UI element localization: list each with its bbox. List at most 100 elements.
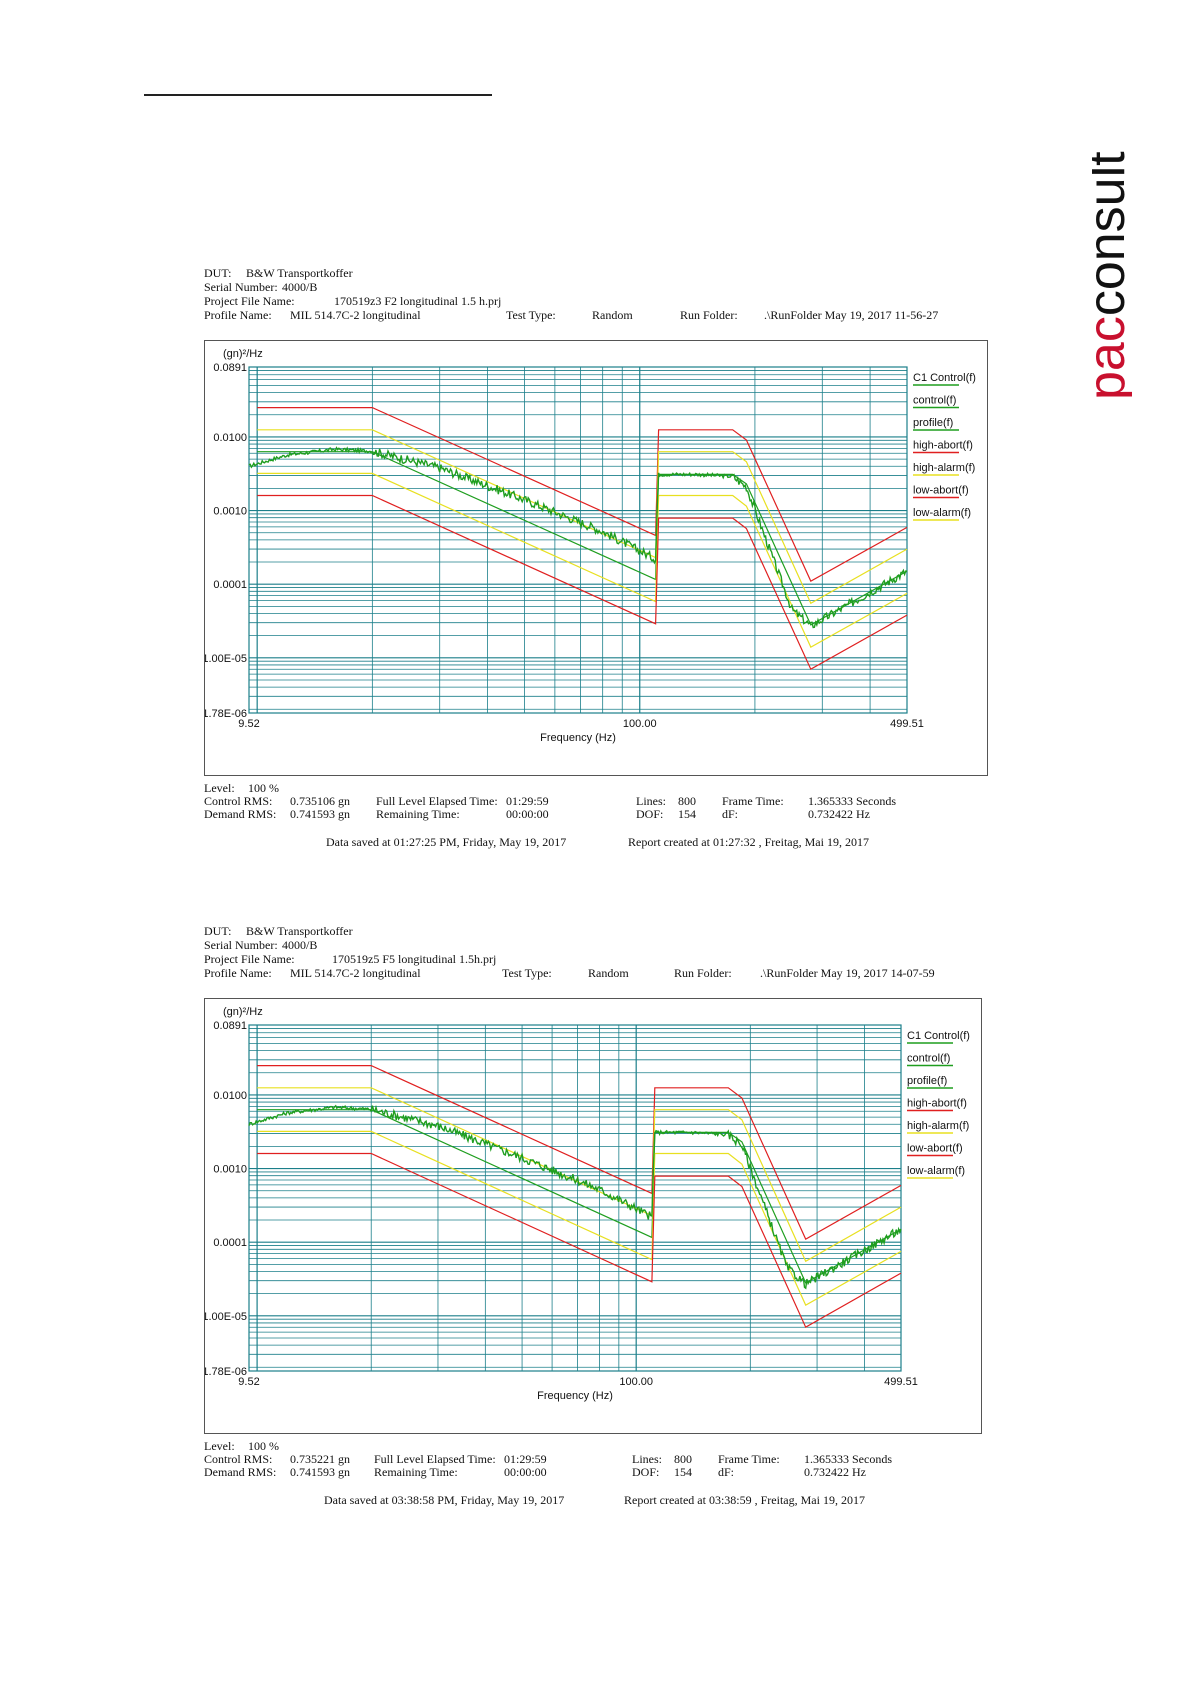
- y-axis-label: (gn)²/Hz: [223, 1006, 263, 1018]
- control-rms-value: 0.735106 gn: [290, 794, 350, 808]
- project-value: 170519z5 F5 longitudinal 1.5h.prj: [332, 952, 497, 966]
- legend-entry: C1 Control(f): [913, 372, 976, 384]
- series-high-abortf: [257, 1064, 902, 1240]
- serial-label: Serial Number:: [204, 938, 278, 952]
- grid: [249, 1025, 901, 1371]
- y-tick-label: 0.0891: [213, 1020, 247, 1032]
- plot-area: [248, 1024, 902, 1372]
- psd-chart: 0.0891 0.0100 0.0010 0.0001 1.00E-05 1.78E-06…: [205, 1006, 970, 1402]
- control-rms-label: Control RMS:: [204, 1452, 273, 1466]
- run-folder-label: Run Folder:: [680, 308, 738, 322]
- dut-value: B&W Transportkoffer: [246, 266, 353, 280]
- series-low-alarmf: [257, 1130, 902, 1306]
- x-tick-label: 100.00: [619, 1376, 653, 1388]
- legend-entry: high-abort(f): [913, 440, 973, 452]
- paconsult-logo: pacconsult: [1092, 151, 1132, 400]
- level-value: 100 %: [248, 1439, 279, 1453]
- report-1: DUT: B&W Transportkoffer Serial Number: 40…: [204, 266, 990, 856]
- legend-entry: control(f): [907, 1053, 950, 1065]
- x-axis-label: Frequency (Hz): [537, 1390, 613, 1402]
- level-value: 100 %: [248, 781, 279, 795]
- remaining-label: Remaining Time:: [374, 1465, 458, 1479]
- control-rms-value: 0.735221 gn: [290, 1452, 350, 1466]
- logo-pac: pac: [1092, 316, 1132, 400]
- test-type-label: Test Type:: [506, 308, 556, 322]
- report-footer: Level: 100 % Control RMS: 0.735221 gn Dema…: [204, 1434, 990, 1514]
- series-low-abortf: [257, 1152, 902, 1329]
- lines-value: 800: [678, 794, 696, 808]
- test-type-value: Random: [588, 966, 629, 980]
- report-header: DUT: B&W Transportkoffer Serial Number: 40…: [204, 266, 990, 322]
- report-header: DUT: B&W Transportkoffer Serial Number: 40…: [204, 924, 990, 980]
- y-tick-label: 0.0100: [213, 1090, 247, 1102]
- frame-time-label: Frame Time:: [722, 794, 784, 808]
- legend-entry: low-abort(f): [907, 1143, 963, 1155]
- demand-rms-value: 0.741593 gn: [290, 807, 350, 821]
- legend-entry: high-alarm(f): [913, 462, 975, 474]
- serial-value: 4000/B: [282, 938, 318, 952]
- legend-entry: low-abort(f): [913, 485, 969, 497]
- logo-consult: consult: [1092, 151, 1132, 316]
- x-tick-label: 499.51: [884, 1376, 918, 1388]
- serial-label: Serial Number:: [204, 280, 278, 294]
- profile-value: MIL 514.7C-2 longitudinal: [290, 966, 421, 980]
- svg-text:pacconsult: pacconsult: [1092, 151, 1132, 400]
- y-axis-label: (gn)²/Hz: [223, 348, 263, 360]
- x-axis-label: Frequency (Hz): [540, 732, 616, 744]
- lines-label: Lines:: [632, 1452, 662, 1466]
- series-high-alarmf: [257, 429, 908, 605]
- y-tick-label: 0.0010: [213, 506, 247, 518]
- x-tick-label: 9.52: [238, 1376, 259, 1388]
- remaining-value: 00:00:00: [504, 1465, 547, 1479]
- series-controlf: [248, 1104, 902, 1290]
- elapsed-label: Full Level Elapsed Time:: [374, 1452, 496, 1466]
- profile-label: Profile Name:: [204, 308, 272, 322]
- serial-value: 4000/B: [282, 280, 318, 294]
- series-profilef: [257, 1109, 902, 1284]
- report-created: Report created at 01:27:32 , Freitag, Ma…: [628, 835, 869, 849]
- y-tick-label: 1.78E-06: [205, 1366, 247, 1378]
- run-folder-value: .\RunFolder May 19, 2017 11-56-27: [764, 308, 939, 322]
- df-label: dF:: [718, 1465, 735, 1479]
- series-controlf: [248, 446, 908, 629]
- series-low-abortf: [257, 494, 908, 671]
- y-tick-label: 0.0001: [213, 579, 247, 591]
- dof-label: DOF:: [632, 1465, 660, 1479]
- profile-label: Profile Name:: [204, 966, 272, 980]
- demand-rms-label: Demand RMS:: [204, 807, 277, 821]
- legend-entry: high-alarm(f): [907, 1120, 969, 1132]
- report-footer: Level: 100 % Control RMS: 0.735106 gn Dema…: [204, 776, 990, 856]
- legend-entry: low-alarm(f): [907, 1165, 965, 1177]
- elapsed-value: 01:29:59: [506, 794, 549, 808]
- x-tick-label: 100.00: [623, 718, 657, 730]
- y-tick-label: 0.0010: [213, 1164, 247, 1176]
- x-tick-label: 499.51: [890, 718, 924, 730]
- run-folder-label: Run Folder:: [674, 966, 732, 980]
- frame-time-value: 1.365333 Seconds: [804, 1452, 892, 1466]
- series-profilef: [257, 451, 908, 626]
- series-high-abortf: [257, 406, 908, 582]
- y-tick-label: 1.00E-05: [205, 1311, 247, 1323]
- x-tick-label: 9.52: [238, 718, 259, 730]
- lines-label: Lines:: [636, 794, 666, 808]
- project-value: 170519z3 F2 longitudinal 1.5 h.prj: [334, 294, 502, 308]
- chart-frame: 0.0891 0.0100 0.0010 0.0001 1.00E-05 1.78E-06…: [204, 998, 982, 1434]
- y-tick-label: 0.0891: [213, 362, 247, 374]
- elapsed-label: Full Level Elapsed Time:: [376, 794, 498, 808]
- profile-value: MIL 514.7C-2 longitudinal: [290, 308, 421, 322]
- level-label: Level:: [204, 781, 235, 795]
- run-folder-value: .\RunFolder May 19, 2017 14-07-59: [760, 966, 935, 980]
- dof-value: 154: [678, 807, 696, 821]
- data-saved: Data saved at 01:27:25 PM, Friday, May 1…: [326, 835, 567, 849]
- test-type-label: Test Type:: [502, 966, 552, 980]
- legend-entry: C1 Control(f): [907, 1030, 970, 1042]
- remaining-label: Remaining Time:: [376, 807, 460, 821]
- legend-entry: control(f): [913, 395, 956, 407]
- test-type-value: Random: [592, 308, 633, 322]
- dof-value: 154: [674, 1465, 692, 1479]
- dut-label: DUT:: [204, 924, 232, 938]
- df-value: 0.732422 Hz: [808, 807, 870, 821]
- df-value: 0.732422 Hz: [804, 1465, 866, 1479]
- series-high-alarmf: [257, 1087, 902, 1263]
- demand-rms-value: 0.741593 gn: [290, 1465, 350, 1479]
